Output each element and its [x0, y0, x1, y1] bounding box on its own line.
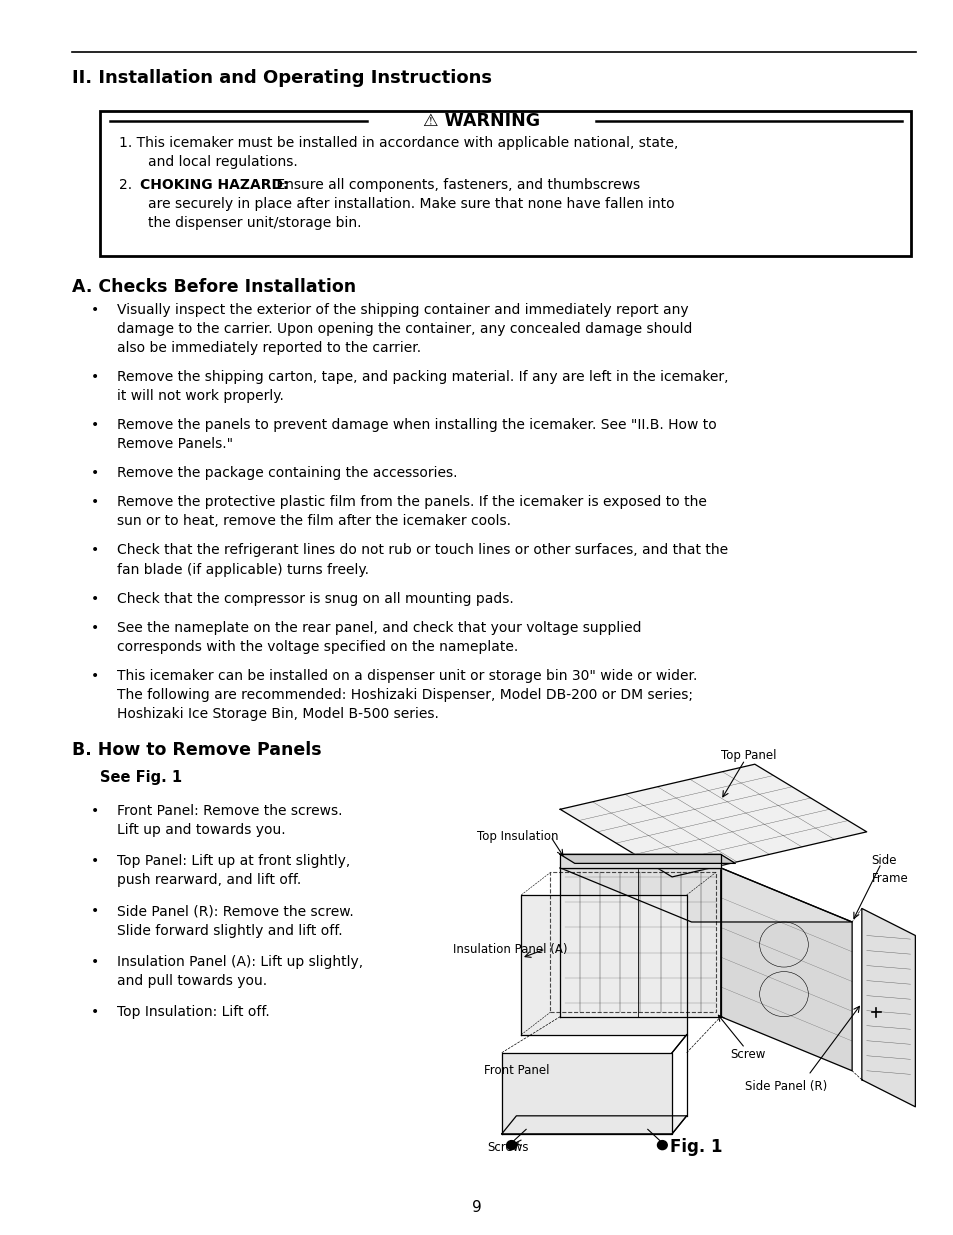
Text: Slide forward slightly and lift off.: Slide forward slightly and lift off.: [117, 924, 343, 937]
Text: and pull towards you.: and pull towards you.: [117, 973, 267, 988]
Text: Top Insulation: Top Insulation: [476, 830, 558, 842]
Text: •: •: [91, 955, 99, 968]
Text: This icemaker can be installed on a dispenser unit or storage bin 30" wide or wi: This icemaker can be installed on a disp…: [117, 669, 697, 683]
Text: Remove Panels.": Remove Panels.": [117, 437, 233, 451]
Text: CHOKING HAZARD:: CHOKING HAZARD:: [140, 178, 289, 191]
Text: Screws: Screws: [487, 1141, 528, 1153]
Text: Side Panel (R): Side Panel (R): [744, 1079, 826, 1093]
Text: Ensure all components, fasteners, and thumbscrews: Ensure all components, fasteners, and th…: [272, 178, 639, 191]
Text: Insulation Panel (A): Insulation Panel (A): [453, 942, 567, 956]
Text: corresponds with the voltage specified on the nameplate.: corresponds with the voltage specified o…: [117, 640, 518, 653]
Polygon shape: [501, 1052, 671, 1134]
Polygon shape: [559, 855, 735, 863]
Text: and local regulations.: and local regulations.: [148, 154, 297, 169]
Text: •: •: [91, 495, 99, 509]
Text: Front Panel: Front Panel: [483, 1065, 549, 1077]
Text: •: •: [91, 543, 99, 557]
Text: B. How to Remove Panels: B. How to Remove Panels: [71, 741, 321, 760]
Text: Side: Side: [871, 855, 896, 867]
Text: Lift up and towards you.: Lift up and towards you.: [117, 824, 286, 837]
Text: Remove the protective plastic film from the panels. If the icemaker is exposed t: Remove the protective plastic film from …: [117, 495, 706, 509]
Text: 9: 9: [472, 1200, 481, 1215]
Text: Top Panel: Lift up at front slightly,: Top Panel: Lift up at front slightly,: [117, 855, 350, 868]
Text: •: •: [91, 904, 99, 919]
Text: ⚠ WARNING: ⚠ WARNING: [423, 112, 539, 130]
Text: The following are recommended: Hoshizaki Dispenser, Model DB-200 or DM series;: The following are recommended: Hoshizaki…: [117, 688, 693, 701]
Text: Fig. 1: Fig. 1: [669, 1139, 722, 1156]
Circle shape: [657, 1141, 666, 1150]
Text: •: •: [91, 669, 99, 683]
Text: Check that the refrigerant lines do not rub or touch lines or other surfaces, an: Check that the refrigerant lines do not …: [117, 543, 728, 557]
Text: also be immediately reported to the carrier.: also be immediately reported to the carr…: [117, 341, 421, 354]
Polygon shape: [559, 764, 865, 877]
Text: push rearward, and lift off.: push rearward, and lift off.: [117, 873, 301, 888]
Text: Side Panel (R): Remove the screw.: Side Panel (R): Remove the screw.: [117, 904, 354, 919]
Text: Check that the compressor is snug on all mounting pads.: Check that the compressor is snug on all…: [117, 592, 514, 605]
Text: sun or to heat, remove the film after the icemaker cools.: sun or to heat, remove the film after th…: [117, 514, 511, 529]
Text: Screw: Screw: [730, 1049, 765, 1061]
Text: Remove the panels to prevent damage when installing the icemaker. See "II.B. How: Remove the panels to prevent damage when…: [117, 417, 717, 432]
Polygon shape: [501, 1116, 686, 1134]
Text: Insulation Panel (A): Lift up slightly,: Insulation Panel (A): Lift up slightly,: [117, 955, 363, 968]
Text: •: •: [91, 855, 99, 868]
Text: See Fig. 1: See Fig. 1: [100, 769, 182, 784]
Text: Top Panel: Top Panel: [720, 748, 776, 762]
Text: A. Checks Before Installation: A. Checks Before Installation: [71, 278, 355, 296]
Text: 2.: 2.: [119, 178, 136, 191]
Text: 1. This icemaker must be installed in accordance with applicable national, state: 1. This icemaker must be installed in ac…: [119, 136, 678, 149]
Text: the dispenser unit/storage bin.: the dispenser unit/storage bin.: [148, 216, 361, 230]
Text: •: •: [91, 370, 99, 384]
Text: Front Panel: Remove the screws.: Front Panel: Remove the screws.: [117, 804, 342, 818]
Polygon shape: [861, 909, 914, 1107]
Text: •: •: [91, 467, 99, 480]
Text: it will not work properly.: it will not work properly.: [117, 389, 284, 403]
Text: See the nameplate on the rear panel, and check that your voltage supplied: See the nameplate on the rear panel, and…: [117, 621, 641, 635]
Text: Remove the shipping carton, tape, and packing material. If any are left in the i: Remove the shipping carton, tape, and pa…: [117, 370, 728, 384]
FancyBboxPatch shape: [100, 111, 910, 256]
Polygon shape: [520, 895, 686, 1035]
Circle shape: [506, 1141, 516, 1150]
Text: II. Installation and Operating Instructions: II. Installation and Operating Instructi…: [71, 69, 491, 88]
Text: •: •: [91, 804, 99, 818]
Text: •: •: [91, 1005, 99, 1019]
Polygon shape: [559, 868, 851, 923]
Text: Visually inspect the exterior of the shipping container and immediately report a: Visually inspect the exterior of the shi…: [117, 303, 688, 316]
Text: damage to the carrier. Upon opening the container, any concealed damage should: damage to the carrier. Upon opening the …: [117, 322, 692, 336]
Text: •: •: [91, 417, 99, 432]
Text: •: •: [91, 592, 99, 605]
Polygon shape: [559, 868, 720, 1016]
Text: •: •: [91, 303, 99, 316]
Text: Top Insulation: Lift off.: Top Insulation: Lift off.: [117, 1005, 270, 1019]
Polygon shape: [720, 868, 851, 1071]
Text: are securely in place after installation. Make sure that none have fallen into: are securely in place after installation…: [148, 198, 674, 211]
Text: Remove the package containing the accessories.: Remove the package containing the access…: [117, 467, 457, 480]
Polygon shape: [559, 855, 720, 868]
Text: Hoshizaki Ice Storage Bin, Model B-500 series.: Hoshizaki Ice Storage Bin, Model B-500 s…: [117, 708, 438, 721]
Text: Frame: Frame: [871, 872, 907, 885]
Text: fan blade (if applicable) turns freely.: fan blade (if applicable) turns freely.: [117, 563, 369, 577]
Text: •: •: [91, 621, 99, 635]
